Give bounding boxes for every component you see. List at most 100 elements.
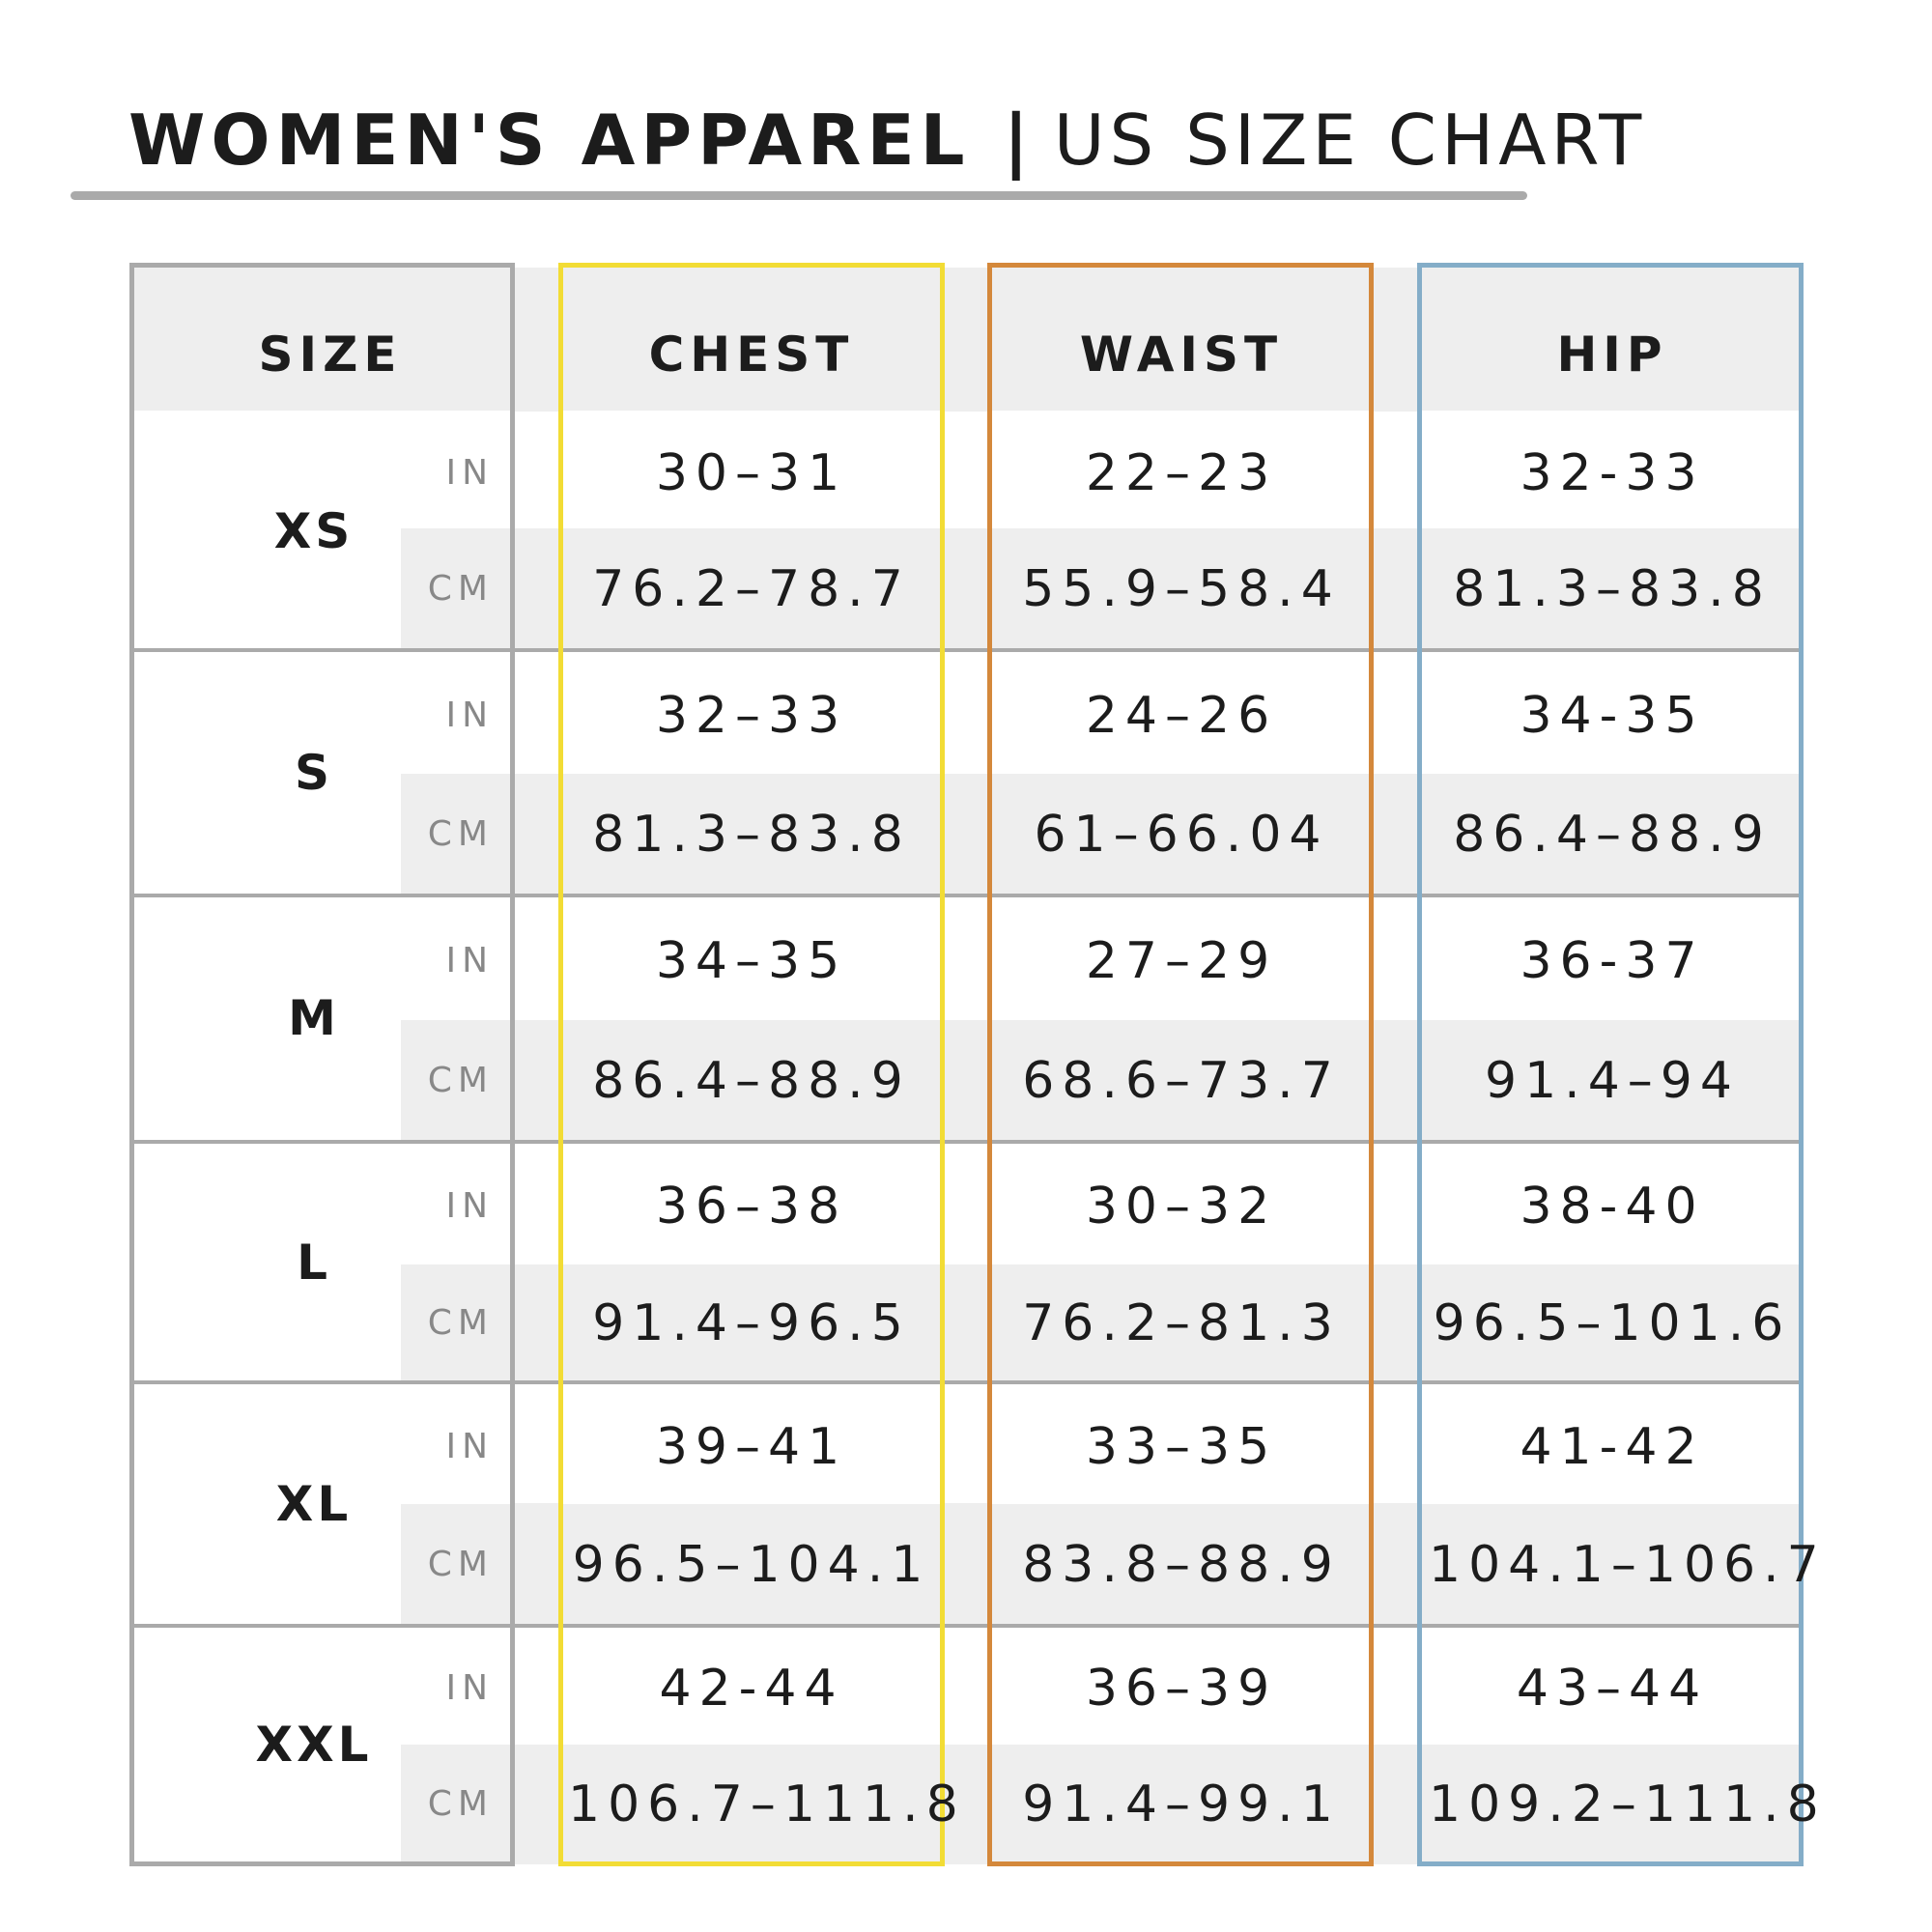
gutter-in-row [515,1382,558,1503]
cm-band-values [515,1504,1803,1627]
hip-cm-value: 81.3–83.8 [1453,560,1772,618]
title-light: US SIZE CHART [1053,99,1647,181]
chest-in-value: 42-44 [659,1660,844,1718]
size-label: M [288,990,340,1046]
chest-cm-value: 81.3–83.8 [592,806,911,864]
waist-in-value: 22–23 [1085,444,1278,502]
cm-band-values [515,1745,1803,1864]
hip-cm-value: 86.4–88.9 [1453,806,1772,864]
column-gutter [945,268,988,1863]
size-column-frame [129,263,515,1866]
unit-label-cm: CM [427,1784,494,1824]
size-label: XS [273,503,355,559]
column-header-hip: HIP [1556,327,1668,383]
chest-in-value: 30–31 [655,444,848,502]
chest-in-value: 39–41 [655,1418,848,1476]
gutter-in-row [1374,1382,1417,1503]
gutter-in-row [945,895,988,1020]
cm-band-size [401,1745,515,1864]
gutter-in-row [515,650,558,774]
unit-label-cm: CM [427,814,494,854]
chest-cm-value: 106.7–111.8 [568,1776,966,1833]
gutter-in-row [945,650,988,774]
hip-cm-value: 91.4–94 [1485,1052,1740,1110]
size-label: S [294,745,333,801]
unit-label-cm: CM [427,1303,494,1343]
unit-label-in: IN [445,1427,494,1466]
waist-cm-value: 55.9–58.4 [1022,560,1341,618]
gutter-in-row [945,1626,988,1745]
cm-band-size [401,1020,515,1143]
gutter-in-row [1374,412,1417,528]
title-separator: | [1003,99,1029,181]
column-header-chest: CHEST [648,327,855,383]
hip-in-value: 32-33 [1520,444,1705,502]
waist-in-value: 33–35 [1085,1418,1278,1476]
chest-cm-value: 91.4–96.5 [592,1294,911,1352]
gutter-in-row [515,412,558,528]
hip-column-frame [1417,263,1804,1866]
gutter-in-row [515,895,558,1020]
size-label: L [297,1235,331,1291]
gutter-in-row [515,1142,558,1264]
column-gutter [515,268,558,1863]
size-label: XL [275,1476,353,1532]
cm-band-size [401,1264,515,1383]
chest-in-value: 36–38 [655,1178,848,1236]
row-divider [129,648,1803,652]
hip-in-value: 38-40 [1520,1178,1705,1236]
unit-label-in: IN [445,1668,494,1708]
page-title: WOMEN'S APPAREL | US SIZE CHART [128,97,1646,184]
gutter-in-row [945,412,988,528]
unit-label-cm: CM [427,569,494,609]
waist-cm-value: 91.4–99.1 [1022,1776,1341,1833]
cm-band-values [515,1020,1803,1143]
waist-cm-value: 83.8–88.9 [1022,1536,1341,1594]
hip-in-value: 36-37 [1520,932,1705,990]
cm-band-values [515,1264,1803,1383]
row-divider [129,894,1803,897]
waist-cm-value: 68.6–73.7 [1022,1052,1341,1110]
waist-cm-value: 61–66.04 [1034,806,1329,864]
unit-label-in: IN [445,696,494,735]
waist-cm-value: 76.2–81.3 [1022,1294,1341,1352]
chest-cm-value: 76.2–78.7 [592,560,911,618]
gutter-in-row [1374,1626,1417,1745]
gutter-in-row [945,1142,988,1264]
gutter-in-row [1374,895,1417,1020]
chest-in-value: 32–33 [655,687,848,745]
column-gutter [1374,268,1417,1863]
chest-in-value: 34–35 [655,932,848,990]
unit-label-in: IN [445,453,494,493]
gutter-in-row [945,1382,988,1503]
size-label: XXL [255,1717,373,1773]
cm-band-values [515,774,1803,895]
waist-column-frame [987,263,1374,1866]
hip-in-value: 41-42 [1520,1418,1705,1476]
waist-in-value: 24–26 [1085,687,1278,745]
chest-cm-value: 86.4–88.9 [592,1052,911,1110]
unit-label-in: IN [445,1186,494,1226]
gutter-in-row [1374,650,1417,774]
unit-label-in: IN [445,941,494,980]
hip-in-value: 43–44 [1516,1660,1709,1718]
hip-cm-value: 104.1–106.7 [1429,1536,1827,1594]
row-divider [129,1624,1803,1628]
hip-in-value: 34-35 [1520,687,1705,745]
waist-in-value: 30–32 [1085,1178,1278,1236]
gutter-in-row [515,1626,558,1745]
chest-column-frame [558,263,945,1866]
unit-label-cm: CM [427,1061,494,1100]
chest-cm-value: 96.5–104.1 [572,1536,931,1594]
waist-in-value: 36–39 [1085,1660,1278,1718]
unit-label-cm: CM [427,1545,494,1584]
hip-cm-value: 96.5–101.6 [1433,1294,1792,1352]
cm-band-size [401,1504,515,1627]
cm-band-size [401,774,515,895]
row-divider [129,1380,1803,1384]
title-bold: WOMEN'S APPAREL [128,99,971,181]
cm-band-values [515,528,1803,651]
title-underline [71,191,1527,200]
column-header-size: SIZE [258,327,403,383]
cm-band-size [401,528,515,651]
